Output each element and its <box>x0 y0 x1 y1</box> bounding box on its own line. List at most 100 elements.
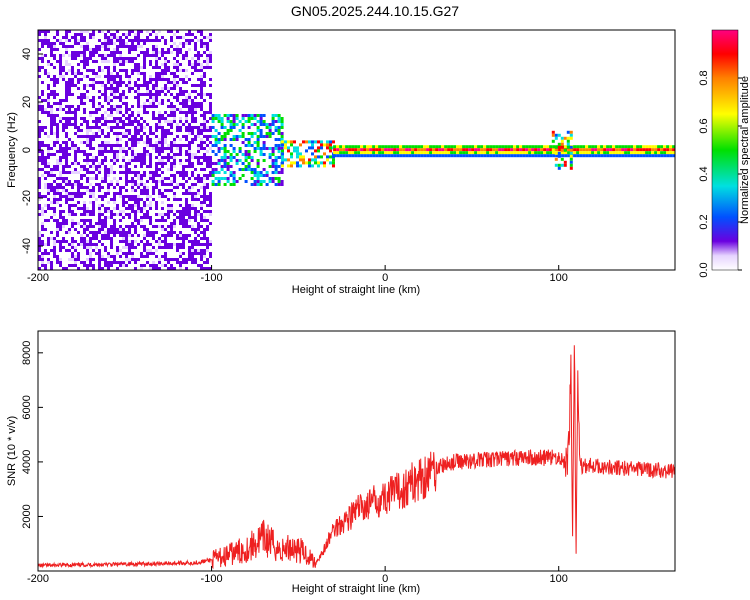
heatmap-cell <box>182 102 185 105</box>
heatmap-cell <box>149 60 152 63</box>
heatmap-cell <box>71 78 74 81</box>
heatmap-cell <box>256 171 260 174</box>
heatmap-cell <box>116 207 119 210</box>
heatmap-cell <box>357 145 361 149</box>
heatmap-cell <box>203 117 206 120</box>
heatmap-cell <box>194 54 197 57</box>
heatmap-cell <box>56 183 59 186</box>
heatmap-cell <box>250 171 254 174</box>
heatmap-cell <box>220 138 224 141</box>
heatmap-cell <box>92 138 95 141</box>
heatmap-cell <box>206 198 209 201</box>
heatmap-cell <box>277 138 281 141</box>
heatmap-cell <box>149 105 152 108</box>
heatmap-cell <box>122 150 125 153</box>
heatmap-cell <box>77 72 80 75</box>
heatmap-cell <box>600 154 604 158</box>
heatmap-cell <box>194 192 197 195</box>
heatmap-cell <box>113 33 116 36</box>
heatmap-cell <box>510 154 514 158</box>
heatmap-cell <box>89 138 92 141</box>
heatmap-cell <box>256 180 260 183</box>
heatmap-cell <box>71 258 74 261</box>
heatmap-cell <box>579 148 583 152</box>
heatmap-cell <box>573 151 577 155</box>
heatmap-cell <box>259 180 263 183</box>
heatmap-cell <box>546 148 550 152</box>
heatmap-cell <box>56 150 59 153</box>
heatmap-cell <box>182 246 185 249</box>
heatmap-cell <box>149 174 152 177</box>
heatmap-cell <box>555 148 559 152</box>
heatmap-cell <box>125 141 128 144</box>
heatmap-cell <box>173 180 176 183</box>
heatmap-cell <box>113 42 116 45</box>
heatmap-cell <box>188 111 191 114</box>
heatmap-cell <box>89 225 92 228</box>
heatmap-cell <box>648 148 652 152</box>
heatmap-cell <box>185 219 188 222</box>
heatmap-cell <box>110 39 113 42</box>
heatmap-cell <box>110 129 113 132</box>
heatmap-cell <box>238 135 242 138</box>
heatmap-cell <box>38 156 41 159</box>
heatmap-cell <box>182 261 185 264</box>
heatmap-cell <box>86 126 89 129</box>
heatmap-cell <box>188 63 191 66</box>
heatmap-cell <box>179 159 182 162</box>
heatmap-cell <box>122 204 125 207</box>
heatmap-cell <box>247 165 251 168</box>
heatmap-cell <box>209 84 212 87</box>
heatmap-cell <box>191 240 194 243</box>
heatmap-cell <box>191 153 194 156</box>
heatmap-cell <box>47 189 50 192</box>
heatmap-cell <box>140 66 143 69</box>
heatmap-cell <box>98 183 101 186</box>
heatmap-cell <box>188 156 191 159</box>
heatmap-cell <box>113 48 116 51</box>
heatmap-cell <box>253 114 257 117</box>
heatmap-cell <box>185 225 188 228</box>
heatmap-cell <box>140 30 143 33</box>
heatmap-cell <box>200 114 203 117</box>
heatmap-cell <box>173 66 176 69</box>
heatmap-cell <box>137 132 140 135</box>
heatmap-cell <box>209 102 212 105</box>
heatmap-cell <box>317 146 320 150</box>
heatmap-cell <box>609 154 613 158</box>
heatmap-cell <box>92 189 95 192</box>
heatmap-cell <box>209 39 212 42</box>
heatmap-cell <box>241 141 245 144</box>
heatmap-cell <box>200 81 203 84</box>
heatmap-cell <box>119 186 122 189</box>
heatmap-cell <box>74 213 77 216</box>
heatmap-cell <box>137 72 140 75</box>
heatmap-cell <box>241 132 245 135</box>
heatmap-cell <box>200 84 203 87</box>
heatmap-cell <box>164 60 167 63</box>
heatmap-cell <box>271 123 275 126</box>
heatmap-cell <box>223 156 227 159</box>
heatmap-cell <box>98 69 101 72</box>
heatmap-cell <box>217 171 221 174</box>
heatmap-cell <box>53 78 56 81</box>
heatmap-cell <box>125 69 128 72</box>
heatmap-cell <box>167 66 170 69</box>
heatmap-cell <box>170 246 173 249</box>
heatmap-cell <box>110 210 113 213</box>
heatmap-cell <box>573 154 577 158</box>
heatmap-cell <box>390 148 394 152</box>
heatmap-cell <box>119 60 122 63</box>
heatmap-cell <box>314 140 317 144</box>
heatmap-cell <box>101 93 104 96</box>
heatmap-cell <box>38 48 41 51</box>
heatmap-cell <box>287 158 290 162</box>
heatmap-cell <box>92 84 95 87</box>
heatmap-cell <box>149 177 152 180</box>
heatmap-cell <box>170 180 173 183</box>
heatmap-cell <box>89 252 92 255</box>
heatmap-cell <box>134 210 137 213</box>
heatmap-cell <box>197 60 200 63</box>
heatmap-cell <box>642 154 646 158</box>
heatmap-cell <box>627 151 631 155</box>
